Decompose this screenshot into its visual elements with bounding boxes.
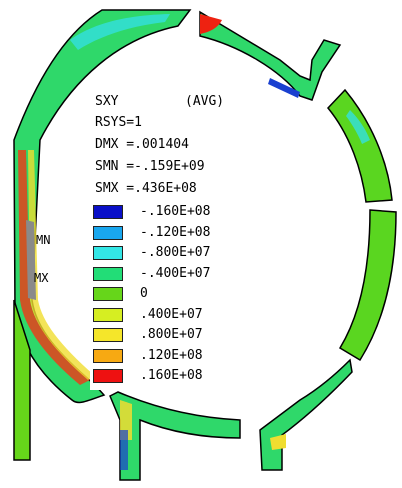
right-lower-arc: [338, 209, 397, 362]
right-upper-arc: [327, 88, 393, 203]
plot-avg-label: (AVG): [185, 94, 225, 109]
legend-swatch: [93, 205, 123, 219]
lower-right-segment: [259, 358, 353, 471]
legend-label: .160E+08: [140, 368, 203, 383]
upper-right-red-band: [200, 14, 222, 34]
legend-label: .120E+08: [140, 347, 203, 363]
max-marker-label: MX: [34, 271, 49, 285]
min-marker-label: MN: [36, 233, 51, 247]
legend-swatch: [93, 266, 123, 281]
legend-label: -.160E+08: [140, 204, 211, 219]
left-arc-yellow-band: [28, 150, 94, 380]
legend-label: .800E+07: [140, 327, 203, 342]
plot-smx-label: SMX =.436E+08: [95, 181, 197, 196]
legend-swatch: [93, 307, 123, 322]
legend-label: -.120E+08: [140, 224, 211, 240]
legend-panel: [90, 90, 235, 390]
legend-label: -.400E+07: [140, 265, 211, 281]
legend-swatch: [93, 225, 123, 240]
lower-flange: [13, 299, 31, 461]
upper-right-segment: [199, 10, 342, 101]
left-arc-segment: [13, 9, 192, 404]
left-arc-highstress: [18, 150, 90, 385]
plot-dmx-label: DMX =.001404: [95, 137, 189, 152]
lower-center-blue-band: [120, 430, 128, 470]
legend-swatch: [93, 348, 123, 363]
right-upper-arc-cyan: [346, 110, 370, 144]
left-arc-cyan-patch: [70, 14, 170, 50]
min-max-region: [26, 220, 36, 300]
plot-smn-label: SMN =-.159E+09: [95, 159, 205, 174]
plot-item-label: SXY: [95, 94, 119, 109]
legend-swatch: [93, 287, 123, 301]
legend-swatch: [93, 328, 123, 342]
legend-swatch: [93, 369, 123, 383]
legend-label: .400E+07: [140, 306, 203, 322]
legend-label: -.800E+07: [140, 245, 211, 260]
lower-center-segment: [109, 391, 241, 481]
legend-label: 0: [140, 286, 148, 301]
plot-rsys-label: RSYS=1: [95, 115, 142, 130]
upper-right-blue-band: [268, 78, 300, 98]
legend-swatch: [93, 246, 123, 260]
lower-right-yellow-spot: [270, 434, 286, 450]
